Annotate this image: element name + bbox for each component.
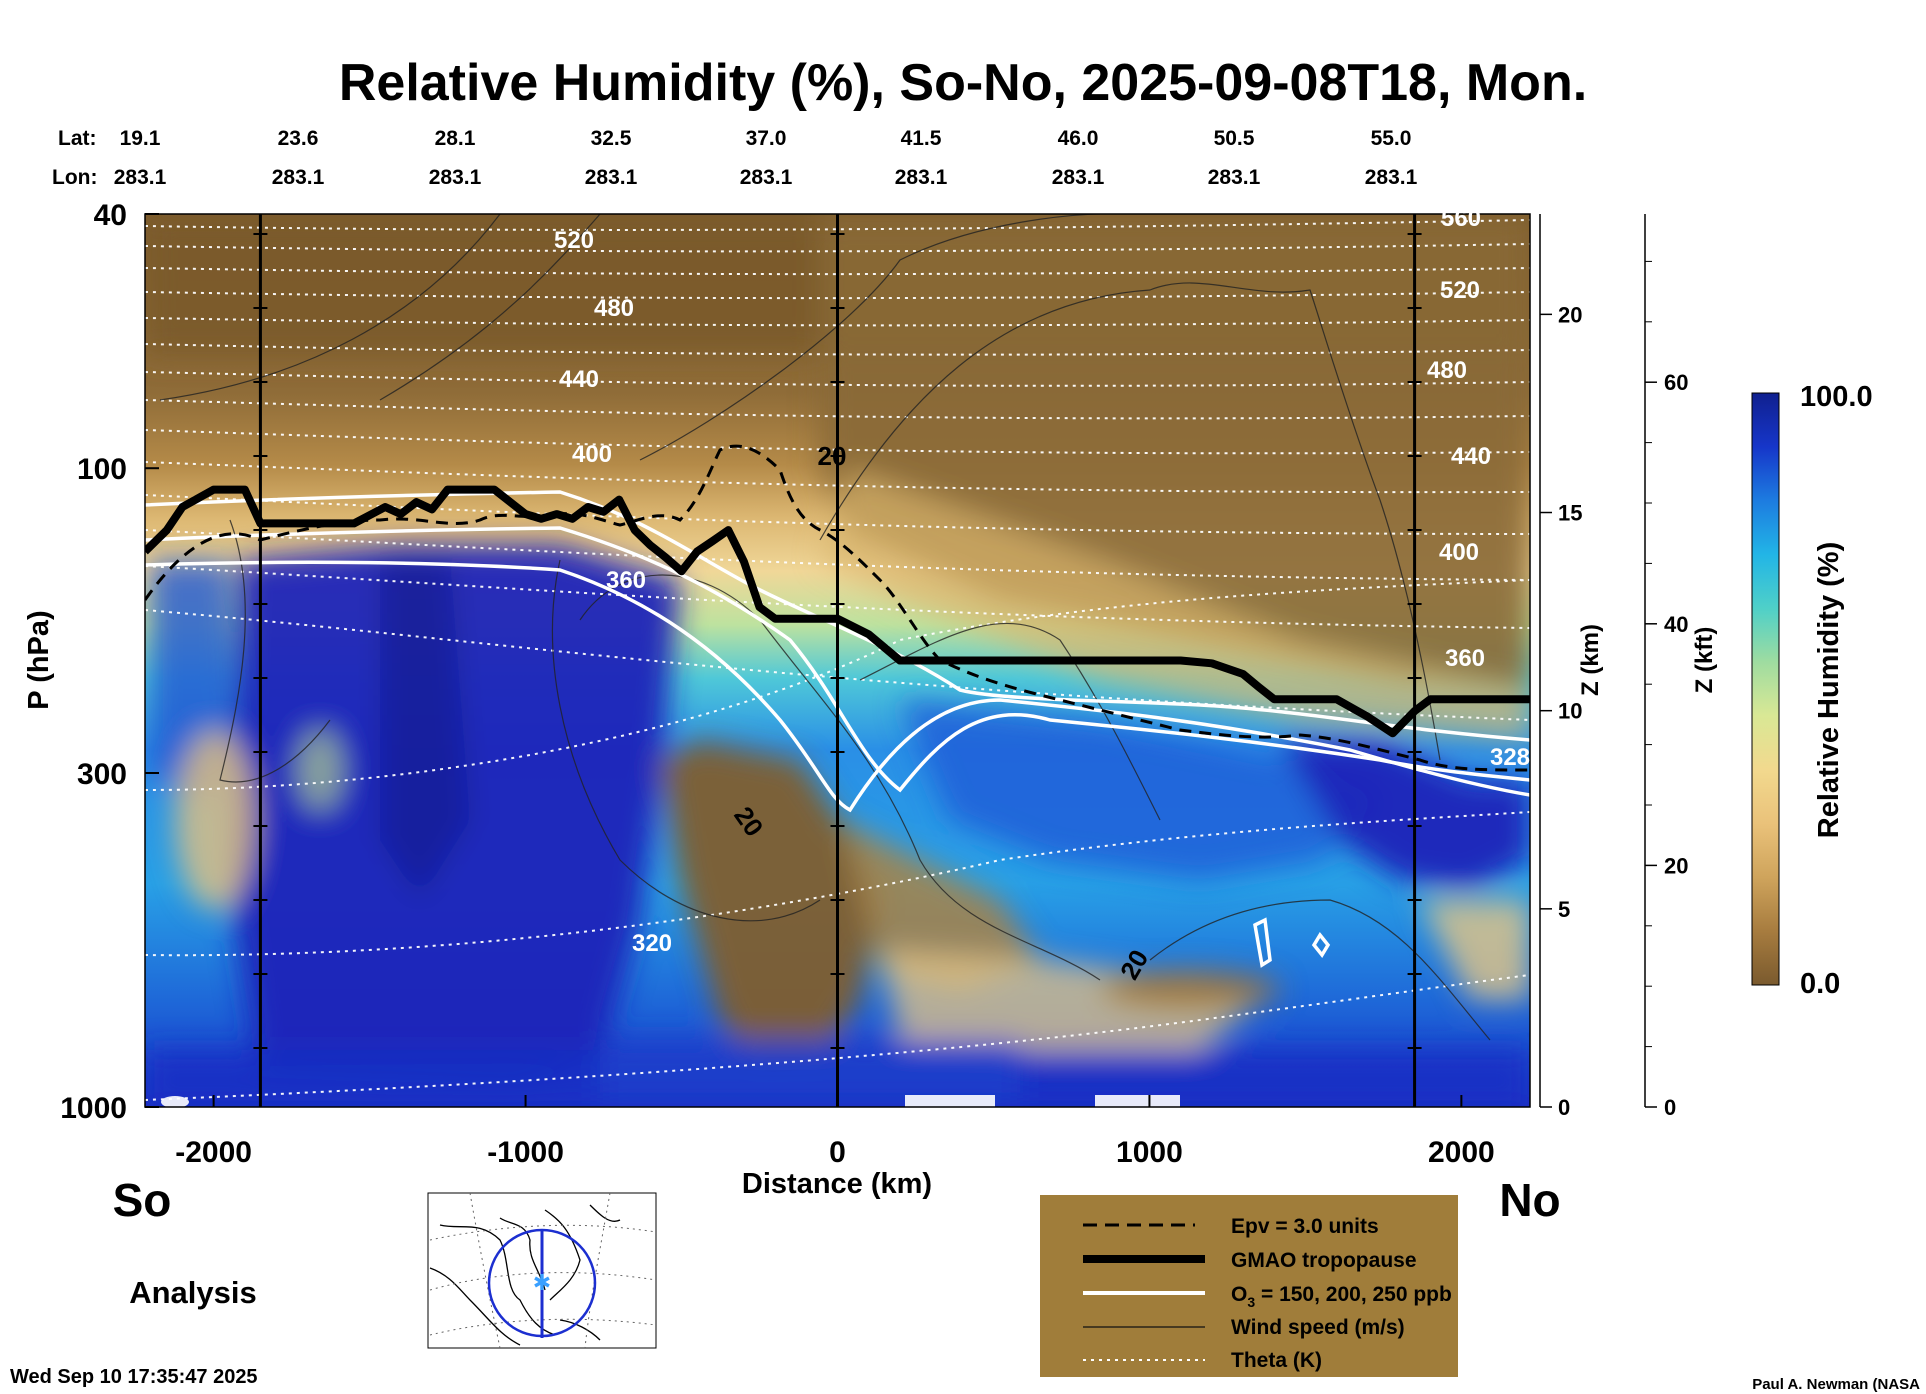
z-km-tick-label: 15 bbox=[1558, 501, 1582, 526]
z-km-tick-label: 20 bbox=[1558, 302, 1582, 327]
legend-tropopause-label: GMAO tropopause bbox=[1231, 1249, 1417, 1272]
z-km-tick-label: 0 bbox=[1558, 1095, 1570, 1120]
colorbar-max: 100.0 bbox=[1800, 381, 1873, 413]
x-tick-label: 1000 bbox=[1116, 1136, 1183, 1169]
y-tick-label: 100 bbox=[77, 453, 127, 486]
terrain-gaps bbox=[161, 1095, 1180, 1107]
legend-wind-label: Wind speed (m/s) bbox=[1231, 1316, 1405, 1339]
z-km-axis-label: Z (km) bbox=[1577, 624, 1604, 696]
y-tick-label: 1000 bbox=[60, 1092, 127, 1125]
north-label: No bbox=[1499, 1174, 1560, 1226]
product-label: Analysis bbox=[129, 1275, 257, 1310]
lat-values: 19.1 23.6 28.1 32.5 37.0 41.5 46.0 50.5 55.0 bbox=[120, 127, 1412, 150]
theta-label: 480 bbox=[1427, 357, 1467, 384]
lon-label: Lon: bbox=[52, 166, 97, 189]
z-kft-tick-label: 0 bbox=[1664, 1095, 1676, 1120]
colorbar-min: 0.0 bbox=[1800, 968, 1840, 1000]
colorbar-title: Relative Humidity (%) bbox=[1813, 542, 1845, 839]
theta-label: 480 bbox=[594, 295, 634, 322]
theta-label: 400 bbox=[1439, 539, 1479, 566]
station-lines bbox=[253, 214, 1422, 1107]
theta-label: 360 bbox=[1445, 645, 1485, 672]
z-km-tick-label: 10 bbox=[1558, 699, 1582, 724]
lat-value: 37.0 bbox=[746, 127, 787, 150]
theta-label: 328 bbox=[1490, 744, 1530, 771]
lat-value: 32.5 bbox=[591, 127, 632, 150]
humidity-field bbox=[145, 214, 1530, 1107]
lat-value: 28.1 bbox=[435, 127, 476, 150]
theta-label: 360 bbox=[606, 567, 646, 594]
legend-ozone-rest: = 150, 200, 250 ppb bbox=[1255, 1283, 1452, 1306]
z-kft-tick-label: 60 bbox=[1664, 370, 1688, 395]
south-label: So bbox=[113, 1174, 172, 1226]
theta-label: 400 bbox=[572, 441, 612, 468]
theta-label: 560 bbox=[1441, 205, 1481, 232]
y-tick-label: 300 bbox=[77, 758, 127, 791]
lat-value: 50.5 bbox=[1214, 127, 1255, 150]
x-tick-label: 0 bbox=[829, 1136, 846, 1169]
theta-label: 320 bbox=[632, 930, 672, 957]
lon-values: 283.1 283.1 283.1 283.1 283.1 283.1 283.1 283.1… bbox=[114, 166, 1418, 189]
x-axis-label: Distance (km) bbox=[742, 1168, 932, 1200]
theta-label: 440 bbox=[559, 366, 599, 393]
lon-value: 283.1 bbox=[1208, 166, 1261, 189]
wind-label: 20 bbox=[818, 441, 847, 471]
z-kft-tick-label: 40 bbox=[1664, 612, 1688, 637]
theta-isentropes bbox=[145, 219, 1530, 1101]
legend-ozone-label: O3 = 150, 200, 250 ppb bbox=[1231, 1283, 1452, 1310]
legend-ozone-sub: 3 bbox=[1247, 1294, 1255, 1310]
y-tick-label: 40 bbox=[94, 199, 127, 232]
theta-label: 440 bbox=[1451, 443, 1491, 470]
x-tick-label: -2000 bbox=[175, 1136, 252, 1169]
y-axis: 40 100 300 1000 bbox=[60, 199, 159, 1125]
lat-value: 55.0 bbox=[1371, 127, 1412, 150]
theta-label: 520 bbox=[554, 227, 594, 254]
z-kft-axis: 0 20 40 60 bbox=[1644, 214, 1688, 1120]
legend-theta-label: Theta (K) bbox=[1231, 1349, 1322, 1372]
lat-value: 46.0 bbox=[1058, 127, 1099, 150]
lon-value: 283.1 bbox=[1052, 166, 1105, 189]
lon-value: 283.1 bbox=[585, 166, 638, 189]
lon-value: 283.1 bbox=[1365, 166, 1418, 189]
colorbar: 100.0 0.0 Relative Humidity (%) bbox=[1751, 381, 1873, 1000]
lon-value: 283.1 bbox=[272, 166, 325, 189]
y-axis-label: P (hPa) bbox=[23, 610, 55, 709]
inset-map: ✱ bbox=[427, 1192, 657, 1349]
tropopause-line bbox=[145, 485, 1530, 738]
x-tick-label: 2000 bbox=[1428, 1136, 1495, 1169]
x-tick-label: -1000 bbox=[487, 1136, 564, 1169]
lon-value: 283.1 bbox=[114, 166, 167, 189]
legend-ozone-main: O bbox=[1231, 1283, 1247, 1306]
theta-label: 520 bbox=[1440, 277, 1480, 304]
credit: Paul A. Newman (NASA bbox=[1752, 1376, 1920, 1393]
legend: Epv = 3.0 units GMAO tropopause O3 = 150… bbox=[1040, 1195, 1458, 1377]
epv-contour bbox=[145, 444, 1530, 772]
z-kft-axis-label: Z (kft) bbox=[1691, 627, 1718, 694]
ozone-contours bbox=[145, 490, 1530, 968]
lon-value: 283.1 bbox=[895, 166, 948, 189]
z-kft-tick-label: 20 bbox=[1664, 853, 1688, 878]
z-km-axis: 0 5 10 15 20 bbox=[1539, 214, 1582, 1120]
lon-value: 283.1 bbox=[740, 166, 793, 189]
x-axis: -2000 -1000 0 1000 2000 bbox=[175, 1095, 1495, 1169]
lat-value: 19.1 bbox=[120, 127, 161, 150]
colorbar-bar bbox=[1751, 392, 1780, 986]
lat-label: Lat: bbox=[58, 127, 97, 150]
lat-value: 41.5 bbox=[901, 127, 942, 150]
legend-epv-label: Epv = 3.0 units bbox=[1231, 1215, 1379, 1238]
chart-title: Relative Humidity (%), So-No, 2025-09-08… bbox=[339, 54, 1587, 112]
theta-labels: 520 480 440 400 360 320 560 520 480 440 … bbox=[554, 205, 1530, 957]
timestamp: Wed Sep 10 17:35:47 2025 bbox=[10, 1366, 258, 1388]
lon-value: 283.1 bbox=[429, 166, 482, 189]
z-km-tick-label: 5 bbox=[1558, 897, 1570, 922]
lat-value: 23.6 bbox=[278, 127, 319, 150]
svg-text:✱: ✱ bbox=[533, 1270, 551, 1295]
